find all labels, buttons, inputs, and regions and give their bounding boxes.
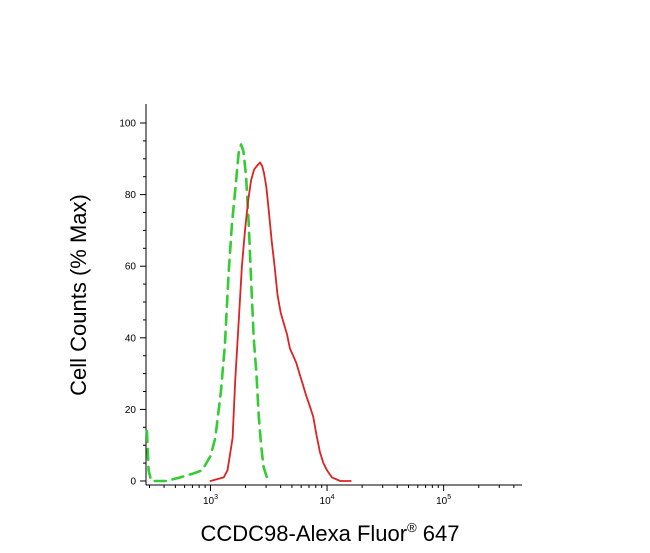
y-tick-label: 40 <box>125 333 137 344</box>
x-tick-label: 104 <box>320 494 335 507</box>
x-axis-title-main: CCDC98-Alexa Fluor <box>200 521 407 546</box>
sample-histogram-line <box>209 161 352 482</box>
y-tick-label: 60 <box>125 262 137 273</box>
x-tick-base: 10 <box>436 496 448 507</box>
y-tick-label: 20 <box>125 405 137 416</box>
x-axis-ticks: 103 104 105 <box>148 485 515 507</box>
x-axis-title-registered-mark: ® <box>407 520 417 535</box>
x-tick-exponent: 5 <box>447 494 451 501</box>
series-layer <box>145 143 352 483</box>
x-axis-title-tail: 647 <box>417 521 460 546</box>
x-axis-title: CCDC98-Alexa Fluor® 647 <box>200 520 459 546</box>
plot-frame <box>145 104 522 486</box>
x-tick-label: 105 <box>436 494 451 507</box>
x-tick-base: 10 <box>203 496 215 507</box>
control-histogram-line <box>145 143 273 483</box>
x-tick-base: 10 <box>320 496 332 507</box>
x-tick-exponent: 3 <box>214 494 218 501</box>
y-axis-ticks: 0 20 40 60 80 100 <box>119 119 146 488</box>
y-tick-label: 80 <box>125 190 137 201</box>
y-axis-title: Cell Counts (% Max) <box>66 194 91 396</box>
y-tick-label: 0 <box>130 477 136 488</box>
y-tick-label: 100 <box>119 119 136 130</box>
x-tick-label: 103 <box>203 494 218 507</box>
x-tick-exponent: 4 <box>331 494 335 501</box>
